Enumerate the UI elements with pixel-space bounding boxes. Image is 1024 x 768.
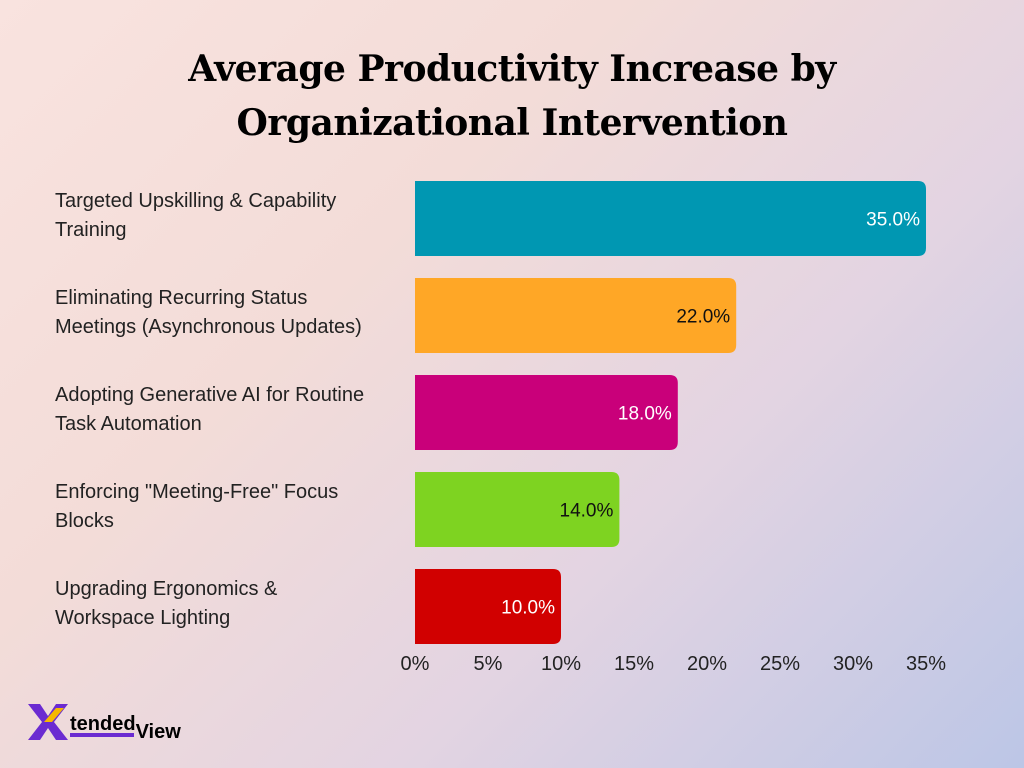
- bar: [415, 375, 678, 450]
- x-tick-label: 20%: [687, 653, 727, 675]
- category-label-line: Eliminating Recurring Status: [55, 287, 307, 309]
- bar-value-label: 35.0%: [866, 210, 920, 231]
- bar: [415, 181, 926, 256]
- x-tick-label: 35%: [906, 653, 946, 675]
- brand-name-part2: View: [136, 721, 182, 743]
- category-label-line: Targeted Upskilling & Capability: [55, 190, 336, 212]
- chart-title-line1: Average Productivity Increase by: [188, 48, 836, 90]
- category-label: Adopting Generative AI for Routine Task A…: [55, 384, 364, 435]
- category-label-line: Task Automation: [55, 413, 202, 435]
- bar: [415, 569, 561, 644]
- bar-value-label: 14.0%: [560, 501, 614, 522]
- x-tick-label: 10%: [541, 653, 581, 675]
- chart-title-line2: Organizational Intervention: [236, 102, 788, 144]
- bar-value-label: 10.0%: [501, 598, 555, 619]
- category-label-line: Enforcing "Meeting-Free" Focus: [55, 481, 338, 503]
- bar: [415, 472, 620, 547]
- category-label: Upgrading Ergonomics & Workspace Lighting: [55, 578, 278, 629]
- bar-value-label: 22.0%: [676, 307, 730, 328]
- category-label-line: Training: [55, 219, 127, 241]
- category-label-line: Meetings (Asynchronous Updates): [55, 316, 362, 338]
- x-tick-label: 30%: [833, 653, 873, 675]
- category-label-line: Adopting Generative AI for Routine: [55, 384, 364, 406]
- x-tick-label: 15%: [614, 653, 654, 675]
- x-tick-label: 25%: [760, 653, 800, 675]
- category-label: Enforcing "Meeting-Free" Focus Blocks: [55, 481, 338, 532]
- x-logo-icon: [28, 704, 68, 740]
- svg-text:tendedView: tendedView: [70, 713, 181, 743]
- category-label-line: Blocks: [55, 510, 114, 532]
- brand-underline: [70, 733, 134, 737]
- bar: [415, 278, 737, 353]
- category-label-line: Workspace Lighting: [55, 607, 230, 629]
- x-tick-label: 0%: [401, 653, 430, 675]
- brand-name-part1: tended: [70, 713, 136, 735]
- category-label: Targeted Upskilling & Capability Training: [55, 190, 336, 241]
- chart-title: Average Productivity Increase by Organiz…: [0, 42, 1024, 150]
- bar-value-label: 18.0%: [618, 404, 672, 425]
- category-label-line: Upgrading Ergonomics &: [55, 578, 278, 600]
- brand-logo: tendedView: [28, 704, 181, 743]
- category-label: Eliminating Recurring Status Meetings (As…: [55, 287, 362, 338]
- x-tick-label: 5%: [474, 653, 503, 675]
